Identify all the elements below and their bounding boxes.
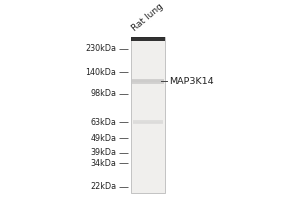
Bar: [130, 37, 165, 41]
Text: 22kDa: 22kDa: [90, 182, 116, 191]
Bar: [132, 79, 164, 84]
Bar: [132, 81, 164, 82]
Bar: [132, 83, 164, 84]
Text: MAP3K14: MAP3K14: [169, 77, 214, 86]
Bar: [133, 120, 163, 124]
Bar: [130, 37, 165, 193]
Text: 140kDa: 140kDa: [85, 68, 116, 77]
Bar: [132, 80, 164, 81]
Text: 39kDa: 39kDa: [90, 148, 116, 157]
Bar: [132, 78, 164, 79]
Text: 49kDa: 49kDa: [90, 134, 116, 143]
Bar: [132, 79, 164, 80]
Text: Rat lung: Rat lung: [131, 2, 166, 33]
Text: 230kDa: 230kDa: [85, 44, 116, 53]
Text: 98kDa: 98kDa: [90, 89, 116, 98]
Bar: [132, 82, 164, 83]
Text: 63kDa: 63kDa: [91, 118, 116, 127]
Text: 34kDa: 34kDa: [91, 159, 116, 168]
